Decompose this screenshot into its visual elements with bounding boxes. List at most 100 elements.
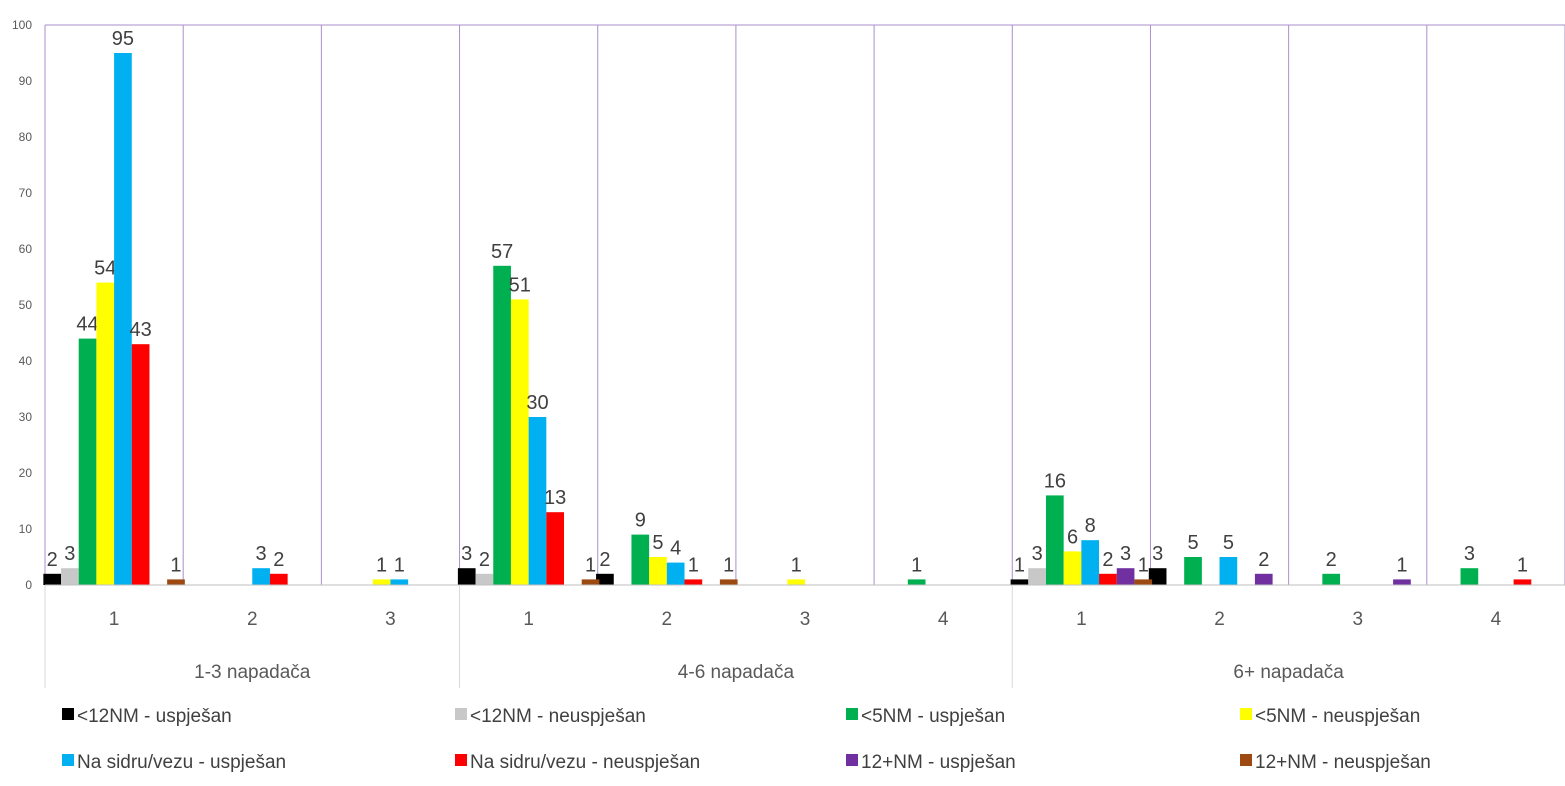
bar — [131, 344, 150, 585]
bar — [1393, 579, 1411, 585]
y-tick-label: 20 — [19, 466, 33, 480]
x-tick-label: 2 — [247, 609, 258, 630]
y-tick-label: 30 — [19, 410, 33, 424]
bar — [1063, 551, 1082, 585]
bar — [43, 573, 62, 585]
bar — [1116, 568, 1135, 585]
bar — [666, 562, 685, 585]
bar — [649, 557, 667, 585]
y-tick-label: 60 — [19, 242, 33, 256]
bar — [96, 282, 115, 585]
bar — [61, 568, 79, 585]
y-tick-label: 10 — [19, 522, 33, 536]
data-label: 3 — [256, 543, 267, 565]
bar — [114, 53, 132, 585]
legend-label: Na sidru/vezu - neuspješan — [470, 752, 700, 773]
bar — [167, 579, 185, 585]
data-label: 1 — [585, 554, 596, 576]
data-label: 2 — [1258, 549, 1269, 571]
data-label: 3 — [1464, 543, 1475, 565]
legend-label: Na sidru/vezu - uspješan — [77, 752, 286, 773]
bar — [1254, 573, 1273, 585]
data-label: 43 — [129, 319, 151, 341]
bar — [719, 579, 738, 585]
data-label: 4 — [670, 538, 681, 560]
data-label: 1 — [1138, 554, 1149, 576]
legend-swatch — [62, 708, 74, 720]
data-label: 3 — [1152, 543, 1163, 565]
bar — [1322, 573, 1341, 585]
group-label: 1-3 napadača — [194, 662, 311, 683]
data-label: 6 — [1067, 526, 1078, 548]
x-tick-label: 2 — [1214, 609, 1225, 630]
bar — [1045, 495, 1064, 585]
bar — [1081, 540, 1100, 585]
data-label: 1 — [723, 554, 734, 576]
legend-label: <5NM - neuspješan — [1255, 706, 1420, 727]
data-label: 13 — [544, 487, 566, 509]
data-label: 54 — [94, 258, 116, 280]
bar — [372, 579, 391, 585]
legend-label: 12+NM - uspješan — [861, 752, 1016, 773]
x-tick-label: 3 — [385, 609, 396, 630]
y-tick-label: 40 — [19, 354, 33, 368]
bar — [546, 512, 565, 585]
data-label: 5 — [1223, 532, 1234, 554]
x-tick-label: 3 — [1352, 609, 1363, 630]
data-label: 16 — [1044, 470, 1066, 492]
data-label: 2 — [599, 549, 610, 571]
x-tick-label: 4 — [938, 609, 949, 630]
legend-swatch — [1240, 708, 1252, 720]
data-label: 5 — [652, 532, 663, 554]
y-tick-label: 80 — [19, 130, 33, 144]
bar — [1184, 557, 1202, 585]
bar — [596, 573, 614, 585]
bar — [390, 579, 409, 585]
x-tick-label: 3 — [800, 609, 811, 630]
bar — [528, 417, 547, 585]
data-label: 2 — [1102, 549, 1113, 571]
data-label: 2 — [479, 549, 490, 571]
data-label: 9 — [635, 510, 646, 532]
legend-label: <5NM - uspješan — [861, 706, 1005, 727]
data-label: 1 — [688, 554, 699, 576]
y-tick-label: 100 — [12, 18, 32, 32]
y-tick-label: 90 — [19, 74, 33, 88]
bar — [252, 568, 270, 585]
x-tick-label: 4 — [1491, 609, 1502, 630]
data-label: 1 — [394, 554, 405, 576]
bar — [684, 579, 703, 585]
bar — [269, 573, 288, 585]
bar — [457, 568, 476, 585]
legend-swatch — [455, 754, 467, 766]
data-label: 57 — [491, 241, 513, 263]
legend-swatch — [455, 708, 467, 720]
data-label: 95 — [112, 28, 134, 50]
data-label: 1 — [170, 554, 181, 576]
bar — [581, 579, 600, 585]
data-label: 30 — [526, 392, 548, 414]
bar — [631, 534, 650, 585]
data-label: 1 — [376, 554, 387, 576]
legend-swatch — [62, 754, 74, 766]
bar — [787, 579, 805, 585]
data-label: 3 — [1032, 543, 1043, 565]
bar — [1010, 579, 1029, 585]
x-tick-label: 1 — [109, 609, 120, 630]
legend-label: 12+NM - neuspješan — [1255, 752, 1431, 773]
data-label: 1 — [1014, 554, 1025, 576]
legend-swatch — [846, 754, 858, 766]
data-label: 2 — [47, 549, 58, 571]
bar — [1219, 557, 1238, 585]
data-label: 1 — [911, 554, 922, 576]
bar — [1134, 579, 1153, 585]
data-label: 44 — [76, 314, 98, 336]
data-label: 8 — [1085, 515, 1096, 537]
legend-label: <12NM - uspješan — [77, 706, 232, 727]
data-label: 3 — [64, 543, 75, 565]
bar — [510, 299, 529, 585]
legend-label: <12NM - neuspješan — [470, 706, 646, 727]
data-label: 3 — [461, 543, 472, 565]
